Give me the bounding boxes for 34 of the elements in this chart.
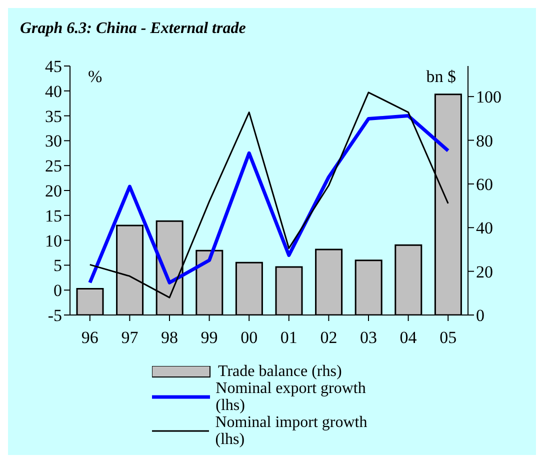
y-tick-label: 25: [45, 156, 62, 176]
x-tick-label: 03: [360, 328, 377, 348]
y-tick-label: 5: [54, 256, 62, 276]
x-tick-label: 02: [320, 328, 338, 348]
y2-axis-title: bn $: [426, 67, 456, 86]
legend-label: Nominal import growth (lhs): [215, 414, 368, 448]
x-tick-label: 98: [161, 328, 178, 348]
y-axis-title: %: [88, 67, 102, 86]
legend-label: Nominal export growth (lhs): [216, 380, 367, 414]
x-tick-label: 97: [121, 328, 139, 348]
chart-title: Graph 6.3: China - External trade: [20, 20, 246, 38]
y2-tick-label: 40: [476, 218, 493, 238]
y-tick-label: 30: [45, 132, 62, 151]
x-tick-label: 99: [200, 328, 218, 348]
y-tick-label: 40: [45, 82, 62, 101]
y-tick-label: 45: [45, 57, 62, 76]
x-tick-label: 96: [81, 328, 98, 348]
y-tick-label: -5: [48, 306, 62, 326]
y2-tick-label: 60: [476, 174, 493, 194]
y-tick-label: 10: [45, 231, 62, 250]
y2-tick-label: 0: [476, 306, 484, 326]
y-tick-label: 0: [54, 281, 62, 300]
y2-tick-label: 20: [476, 262, 493, 282]
y2-tick-label: 100: [476, 88, 502, 107]
x-tick-label: 05: [440, 328, 457, 348]
x-tick-label: 04: [400, 328, 418, 348]
y-tick-label: 15: [45, 206, 62, 226]
y-tick-label: 35: [45, 106, 62, 126]
y2-tick-label: 80: [476, 131, 493, 150]
line-series: [88, 114, 450, 284]
x-tick-label: 01: [280, 328, 298, 348]
y-tick-label: 20: [45, 182, 62, 201]
legend-label: Trade balance (rhs): [218, 363, 342, 380]
x-tick-label: 00: [240, 328, 258, 348]
